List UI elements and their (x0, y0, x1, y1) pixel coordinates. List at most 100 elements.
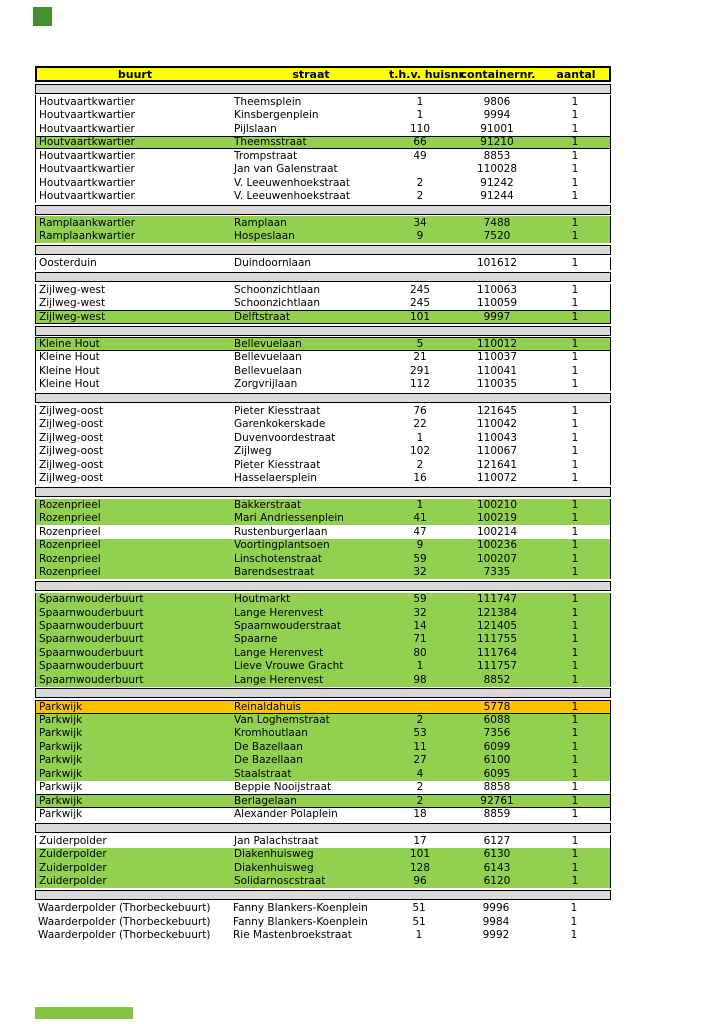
cell-straat: Duindoornlaan (234, 257, 312, 270)
cell-huisnr: 2 (416, 189, 424, 202)
cell-straat: Beppie Nooijstraat (234, 781, 332, 794)
table-row: Houtvaartkwartier Theemsstraat 66 91210 1 (35, 135, 611, 150)
table-row: Zijlweg-oost Pieter Kiesstraat 76 121645 1 (35, 404, 611, 418)
cell-buurt: Rozenprieel (39, 525, 101, 538)
cell-buurt: Zijlweg-west (39, 297, 106, 310)
separator-row (35, 888, 611, 902)
cell-aantal: 1 (571, 727, 579, 740)
table-row: Rozenprieel Voortingplantsoen 9 100236 1 (35, 538, 611, 553)
table-row: Parkwijk De Bazellaan 27 6100 1 (35, 753, 611, 768)
cell-buurt: Waarderpolder (Thorbeckebuurt) (38, 902, 211, 915)
cell-huisnr: 1 (416, 109, 424, 122)
cell-huisnr: 17 (413, 834, 427, 847)
cell-aantal: 1 (571, 808, 579, 821)
table-row: Spaarnwouderbuurt Spaarnwouderstraat 14 121… (35, 619, 611, 633)
cell-containernr: 6127 (483, 834, 511, 847)
table-row: Spaarnwouderbuurt Lange Herenvest 98 8852 1 (35, 673, 611, 687)
cell-containernr: 91242 (480, 176, 514, 189)
cell-huisnr: 101 (409, 310, 431, 323)
cell-straat: Duvenvoordestraat (234, 431, 336, 444)
cell-containernr: 111747 (476, 593, 518, 606)
cell-huisnr: 1 (416, 431, 424, 444)
cell-buurt: Houtvaartkwartier (39, 136, 135, 149)
cell-huisnr: 21 (413, 351, 427, 364)
cell-huisnr: 2 (416, 176, 424, 189)
cell-buurt: Zijlweg-oost (39, 404, 104, 417)
cell-containernr: 7356 (483, 727, 511, 740)
cell-straat: Bellevuelaan (234, 337, 302, 350)
cell-containernr: 110059 (476, 297, 518, 310)
cell-containernr: 121641 (476, 458, 518, 471)
cell-buurt: Waarderpolder (Thorbeckebuurt) (38, 929, 211, 942)
cell-containernr: 8852 (483, 673, 511, 686)
column-header-aantal: aantal (556, 67, 596, 81)
cell-aantal: 1 (571, 163, 579, 176)
cell-containernr: 91210 (480, 136, 514, 149)
cell-aantal: 1 (571, 310, 579, 323)
table-row: Rozenprieel Linschotenstraat 59 100207 1 (35, 552, 611, 566)
cell-straat: Barendsestraat (234, 566, 315, 579)
cell-aantal: 1 (571, 660, 579, 673)
cell-buurt: Zijlweg-west (39, 310, 106, 323)
cell-straat: Reinaldahuis (234, 700, 302, 713)
cell-straat: Houtmarkt (234, 593, 291, 606)
cell-huisnr: 1 (416, 95, 424, 108)
cell-aantal: 1 (570, 902, 578, 915)
cell-straat: Theemsstraat (234, 136, 307, 149)
cell-straat: Bellevuelaan (234, 364, 302, 377)
cell-huisnr: 245 (409, 284, 431, 297)
table-row: Rozenprieel Mari Andriessenplein 41 100219 1 (35, 512, 611, 526)
cell-buurt: Ramplaankwartier (39, 216, 136, 229)
table-row: Zuiderpolder Diakenhuisweg 101 6130 1 (35, 847, 611, 862)
cell-aantal: 1 (571, 297, 579, 310)
cell-containernr: 100210 (476, 499, 518, 512)
separator-bar (35, 244, 611, 255)
table-row: Zuiderpolder Solidarnoscstraat 96 6120 1 (35, 874, 611, 889)
cell-aantal: 1 (571, 351, 579, 364)
cell-huisnr: 291 (409, 364, 431, 377)
cell-aantal: 1 (571, 593, 579, 606)
table-row: Zijlweg-oost Hasselaersplein 16 110072 1 (35, 471, 611, 486)
cell-straat: Trompstraat (234, 149, 298, 162)
cell-huisnr: 51 (412, 915, 426, 928)
separator-row (35, 82, 611, 96)
cell-containernr: 110037 (476, 351, 518, 364)
table-row: Zijlweg-oost Pieter Kiesstraat 2 121641 1 (35, 458, 611, 472)
cell-buurt: Parkwijk (39, 714, 83, 727)
cell-straat: Bellevuelaan (234, 351, 302, 364)
cell-buurt: Houtvaartkwartier (39, 176, 135, 189)
container-locations-table: buurt straat t.h.v. huisnr. containernr.… (35, 66, 611, 942)
cell-containernr: 92761 (480, 794, 514, 807)
cell-aantal: 1 (571, 284, 579, 297)
separator-row (35, 579, 611, 593)
cell-containernr: 6130 (483, 848, 511, 861)
cell-containernr: 111755 (476, 633, 518, 646)
table-row: Parkwijk Beppie Nooijstraat 2 8858 1 (35, 780, 611, 795)
table-row: Houtvaartkwartier Kinsbergenplein 1 9994 1 (35, 108, 611, 123)
separator-bar (35, 83, 611, 94)
cell-aantal: 1 (571, 257, 579, 270)
cell-huisnr: 245 (409, 297, 431, 310)
cell-huisnr: 71 (413, 633, 427, 646)
cell-straat: Linschotenstraat (234, 552, 322, 565)
cell-straat: Jan Palachstraat (234, 834, 319, 847)
cell-huisnr: 2 (416, 714, 424, 727)
cell-buurt: Houtvaartkwartier (39, 95, 135, 108)
cell-aantal: 1 (571, 230, 579, 243)
cell-straat: Fanny Blankers-Koenplein (233, 902, 368, 915)
cell-huisnr: 2 (416, 458, 424, 471)
cell-aantal: 1 (571, 700, 579, 713)
table-row: Parkwijk Staalstraat 4 6095 1 (35, 767, 611, 781)
separator-bar (35, 822, 611, 833)
cell-containernr: 9994 (483, 109, 511, 122)
cell-straat: Hasselaersplein (234, 472, 317, 485)
table-row: Kleine Hout Bellevuelaan 21 110037 1 (35, 350, 611, 365)
cell-huisnr: 11 (413, 740, 427, 753)
column-header-straat: straat (292, 67, 330, 81)
separator-bar (35, 392, 611, 403)
cell-buurt: Kleine Hout (39, 378, 100, 391)
cell-buurt: Zijlweg-oost (39, 472, 104, 485)
column-header-containernr: containernr. (460, 67, 536, 81)
cell-buurt: Zuiderpolder (39, 848, 107, 861)
cell-huisnr: 34 (413, 216, 427, 229)
